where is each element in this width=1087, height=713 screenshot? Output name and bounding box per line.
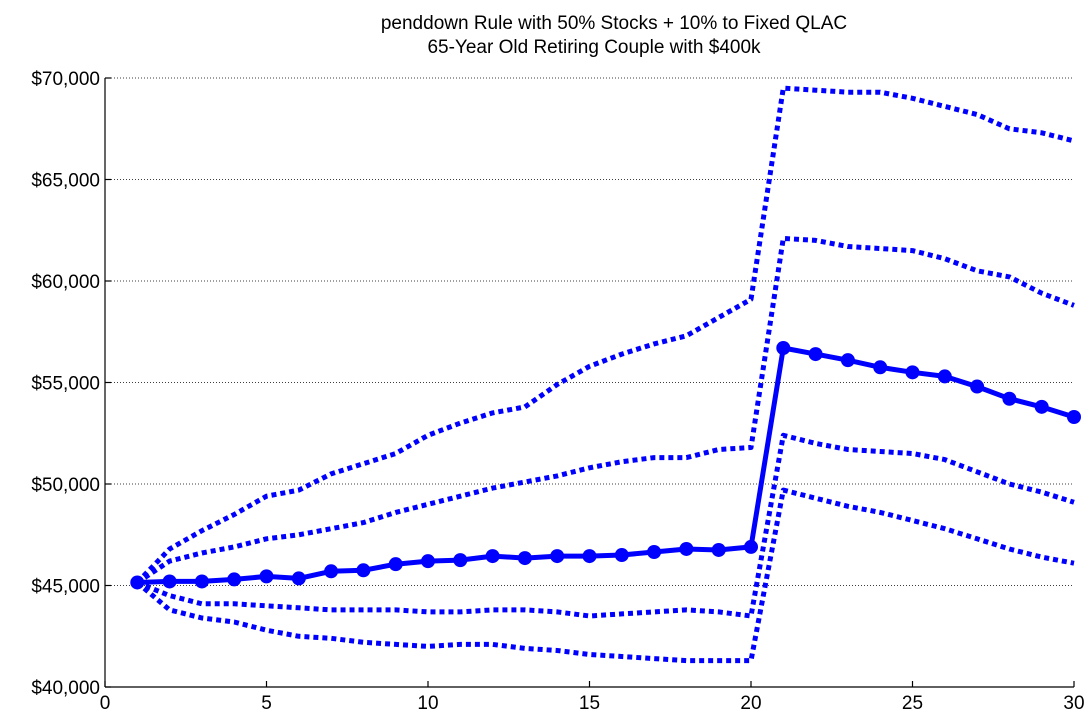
series-point xyxy=(1067,410,1081,425)
x-tick-label: 5 xyxy=(261,693,272,713)
series-point xyxy=(356,563,371,578)
y-axis-ticks: $40,000 $45,000 $50,000 $55,000 $60,000 $65,0… xyxy=(31,69,111,699)
series-point xyxy=(453,553,468,568)
y-tick-label: $65,000 xyxy=(31,171,100,192)
y-tick-label: $60,000 xyxy=(31,272,100,293)
series-point xyxy=(421,554,435,569)
y-tick-label: $45,000 xyxy=(31,577,100,598)
y-tick-label: $70,000 xyxy=(31,69,100,90)
x-tick-label: 10 xyxy=(417,693,438,713)
series-point xyxy=(582,549,597,564)
series-point xyxy=(840,353,855,368)
series-point xyxy=(517,551,532,566)
y-tick-label: $40,000 xyxy=(31,678,100,699)
series-point xyxy=(873,360,888,375)
series-point xyxy=(744,539,758,554)
series-line-1 xyxy=(135,235,1075,585)
x-tick-label: 15 xyxy=(579,693,600,713)
series-point xyxy=(711,542,726,557)
series-line-3 xyxy=(136,432,1075,619)
series-point xyxy=(162,574,177,589)
x-tick-label: 20 xyxy=(740,693,761,713)
series-layer xyxy=(130,85,1081,664)
x-tick-label: 0 xyxy=(100,693,111,713)
series-point xyxy=(324,564,339,579)
series-point xyxy=(647,545,662,560)
y-tick-label: $55,000 xyxy=(31,374,100,395)
series-point xyxy=(1002,391,1017,406)
series-point xyxy=(679,541,694,556)
series-point xyxy=(227,572,242,587)
series-point xyxy=(485,549,500,564)
series-point xyxy=(388,557,403,572)
x-tick-label: 30 xyxy=(1063,693,1084,713)
series-point xyxy=(937,369,952,384)
x-axis-ticks: 0 5 10 15 20 25 30 xyxy=(100,681,1085,713)
chart-title-line-2: 65-Year Old Retiring Couple with $400k xyxy=(427,37,761,58)
series-line-4 xyxy=(135,487,1075,664)
series-point xyxy=(614,548,629,563)
series-line-0 xyxy=(135,85,1075,585)
series-point xyxy=(970,379,985,394)
x-tick-label: 25 xyxy=(902,693,923,713)
series-point xyxy=(194,574,209,589)
series-point xyxy=(776,340,791,355)
chart-title-line-1: penddown Rule with 50% Stocks + 10% to F… xyxy=(381,13,847,34)
y-tick-label: $50,000 xyxy=(31,475,100,496)
series-point xyxy=(905,365,920,380)
axes xyxy=(104,78,1074,688)
series-point xyxy=(550,549,565,564)
series-point xyxy=(259,569,274,584)
series-point xyxy=(1034,399,1049,414)
series-line-2 xyxy=(137,345,1075,585)
series-point xyxy=(808,347,823,362)
gridlines xyxy=(105,77,1074,586)
series-point xyxy=(291,571,306,586)
